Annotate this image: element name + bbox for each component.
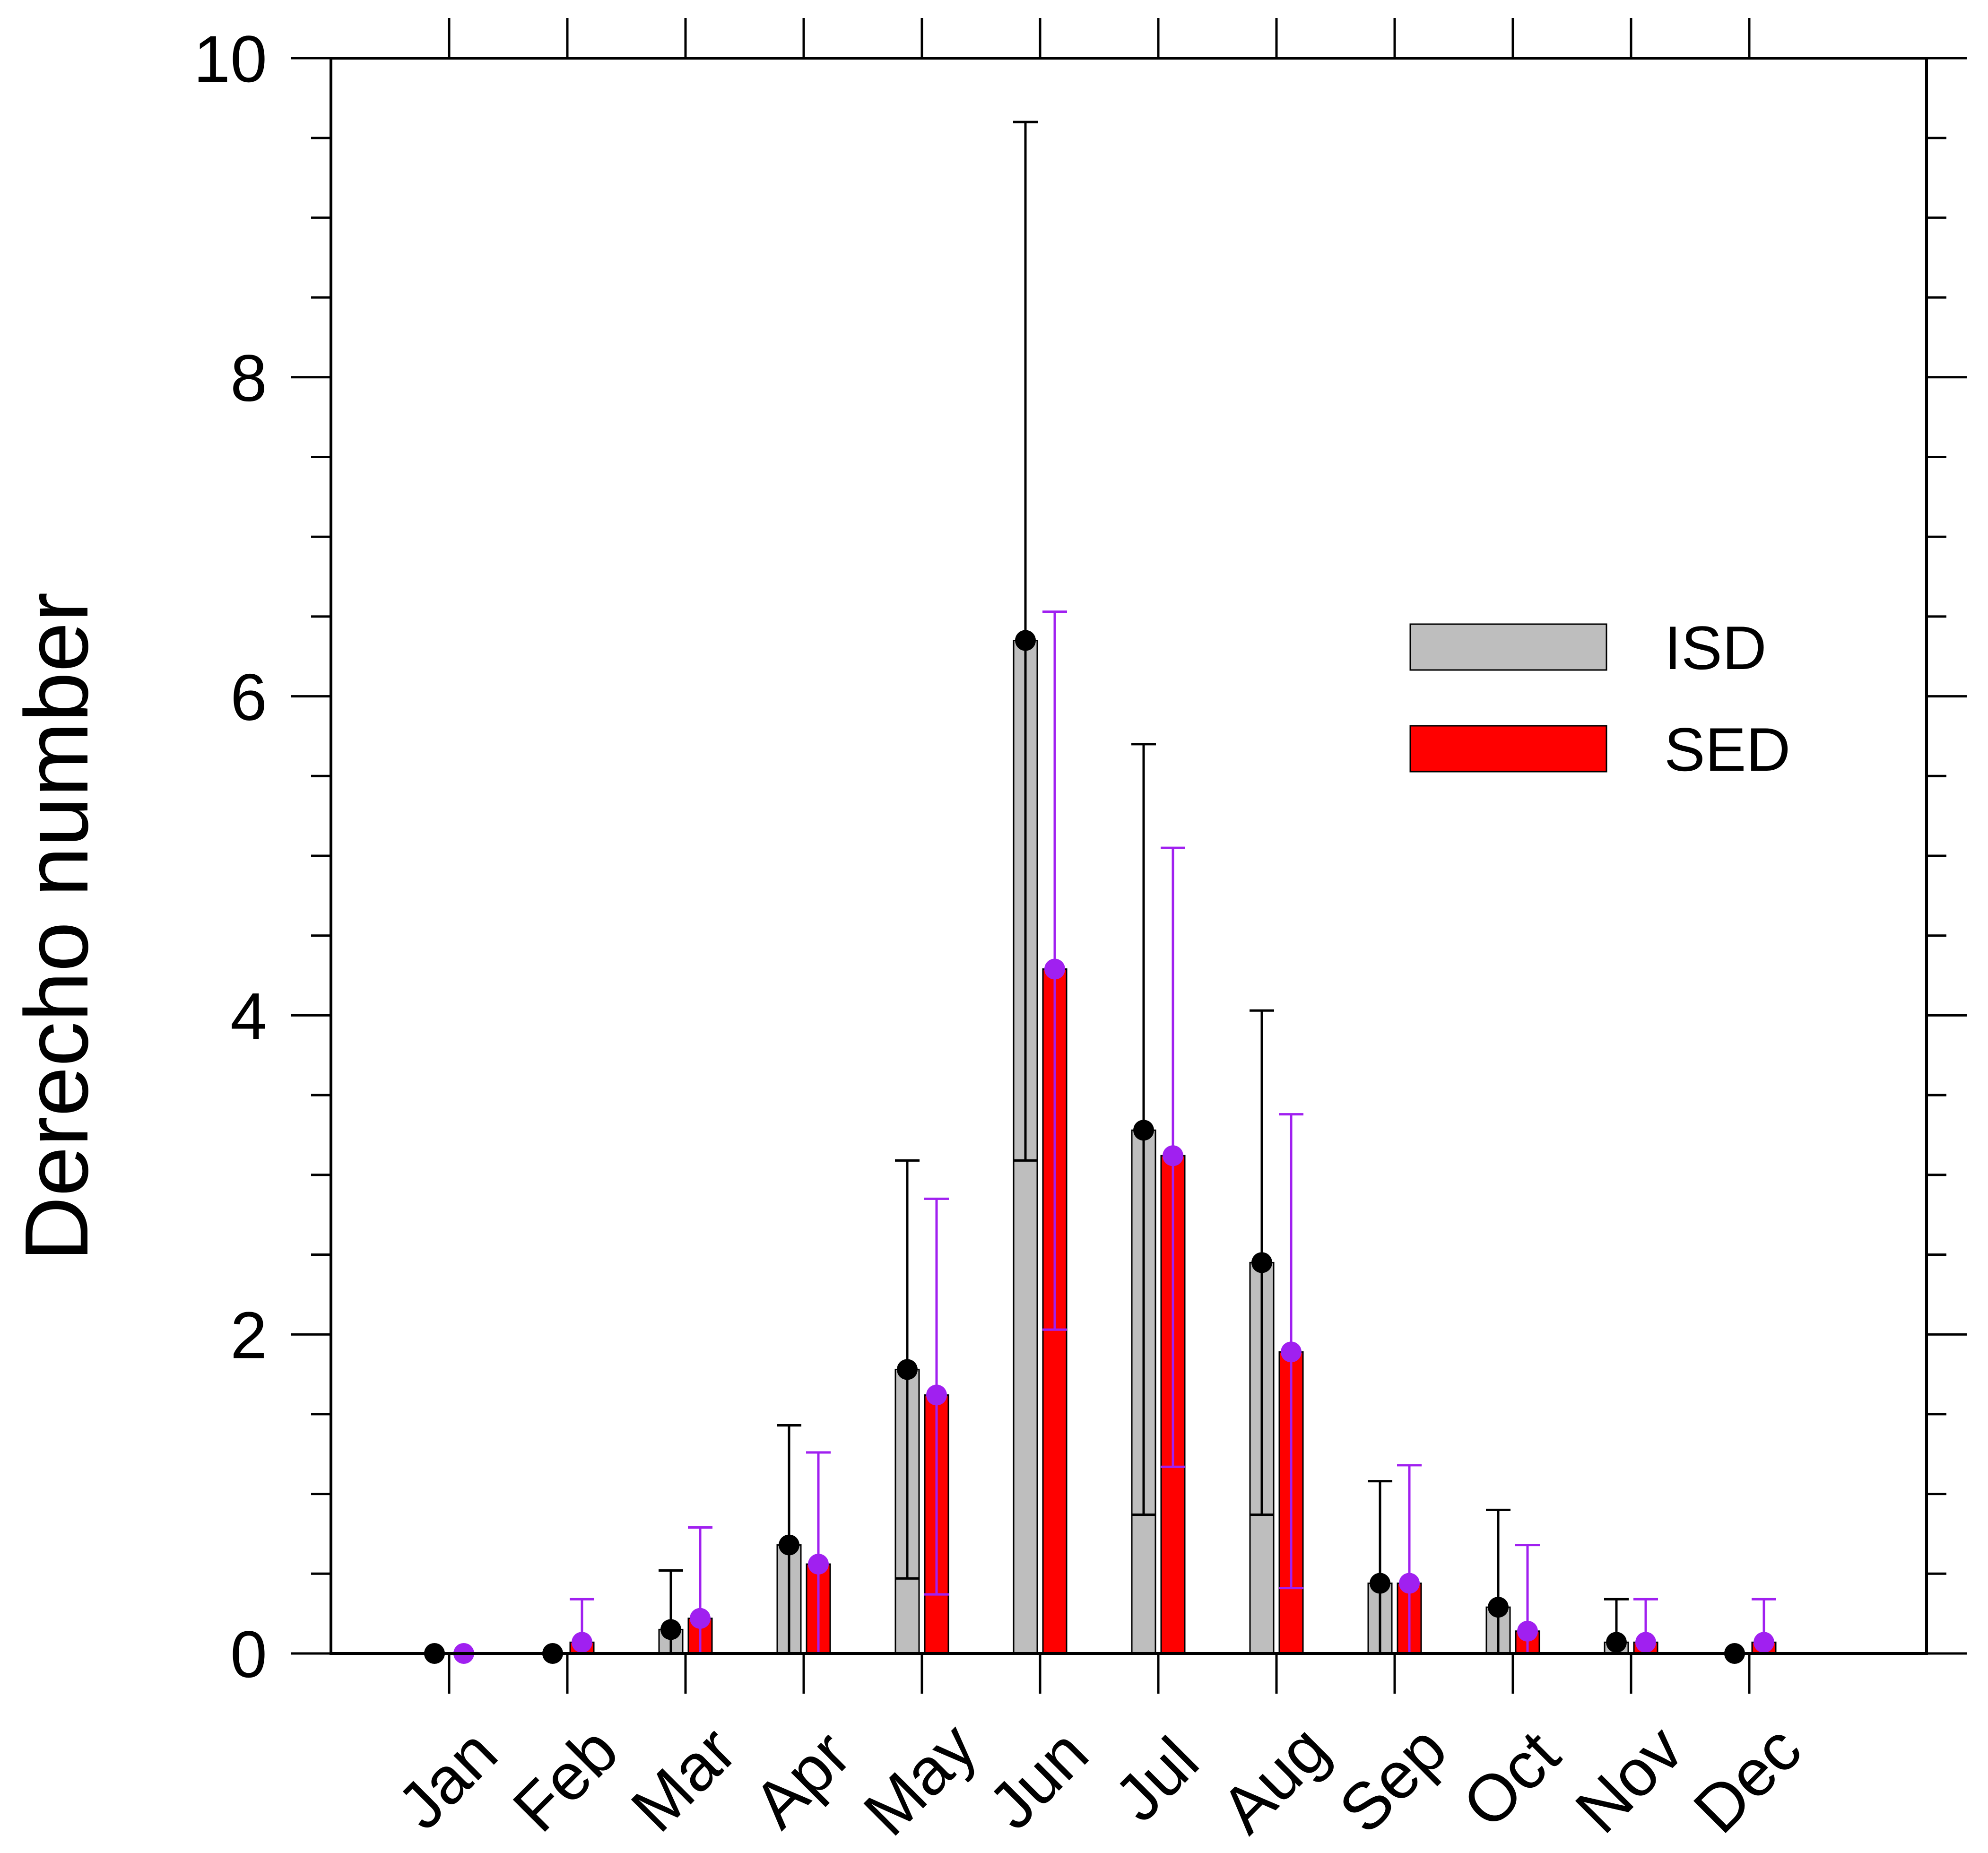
legend: ISD SED	[1409, 613, 1790, 784]
x-tick-label: May	[850, 1709, 990, 1850]
isd-mean-marker	[897, 1359, 918, 1380]
x-tick-label: Jul	[1100, 1723, 1213, 1836]
y-tick-label: 2	[230, 1298, 267, 1372]
sed-mean-marker	[1399, 1573, 1420, 1594]
isd-mean-marker	[1133, 1120, 1154, 1141]
tick-labels: 0 2 4 6 8 10 JanFebMarAprMayJunJulAugSepOctNov…	[193, 22, 1815, 1850]
sed-mean-marker	[1044, 958, 1065, 980]
sed-mean-marker	[1517, 1620, 1538, 1642]
isd-mean-marker	[660, 1619, 681, 1640]
sed-mean-marker	[1163, 1145, 1183, 1166]
y-tick-label: 4	[230, 979, 267, 1053]
legend-label-sed: SED	[1664, 715, 1790, 784]
sed-mean-marker	[1635, 1632, 1656, 1653]
error-bars	[570, 121, 1776, 1653]
isd-mean-marker	[1488, 1597, 1509, 1618]
plot-frame	[330, 57, 1928, 1655]
x-tick-label: Feb	[499, 1713, 632, 1846]
x-tick-label: Apr	[739, 1716, 864, 1842]
legend-swatch-sed	[1409, 725, 1607, 773]
sed-mean-marker	[572, 1632, 592, 1653]
isd-mean-marker	[1251, 1252, 1272, 1273]
isd-mean-marker	[779, 1534, 799, 1556]
isd-mean-marker	[1015, 630, 1036, 651]
legend-swatch-isd	[1409, 623, 1607, 671]
y-tick-label: 8	[230, 341, 267, 415]
legend-label-isd: ISD	[1664, 613, 1767, 682]
x-tick-label: Nov	[1561, 1711, 1697, 1847]
y-axis-title: Derecho number	[7, 592, 107, 1261]
sed-mean-marker	[690, 1608, 711, 1629]
y-tick-label: 6	[230, 660, 267, 734]
x-tick-label: Jan	[383, 1715, 511, 1843]
sed-mean-marker	[926, 1384, 947, 1406]
axis-ticks	[291, 18, 1967, 1694]
isd-mean-marker	[1370, 1573, 1390, 1594]
sed-mean-marker	[1281, 1341, 1302, 1363]
x-tick-label: Mar	[617, 1713, 750, 1846]
sed-mean-marker	[1754, 1632, 1774, 1653]
y-tick-label: 10	[193, 22, 267, 96]
x-tick-label: Aug	[1207, 1711, 1342, 1847]
isd-mean-marker	[1606, 1632, 1627, 1653]
y-tick-label: 0	[230, 1617, 267, 1691]
x-tick-label: Oct	[1448, 1716, 1573, 1842]
sed-mean-marker	[808, 1554, 829, 1575]
x-tick-label: Sep	[1325, 1711, 1460, 1847]
x-tick-label: Dec	[1679, 1711, 1815, 1847]
mean-markers	[424, 630, 1774, 1664]
x-tick-label: Jun	[974, 1715, 1102, 1843]
